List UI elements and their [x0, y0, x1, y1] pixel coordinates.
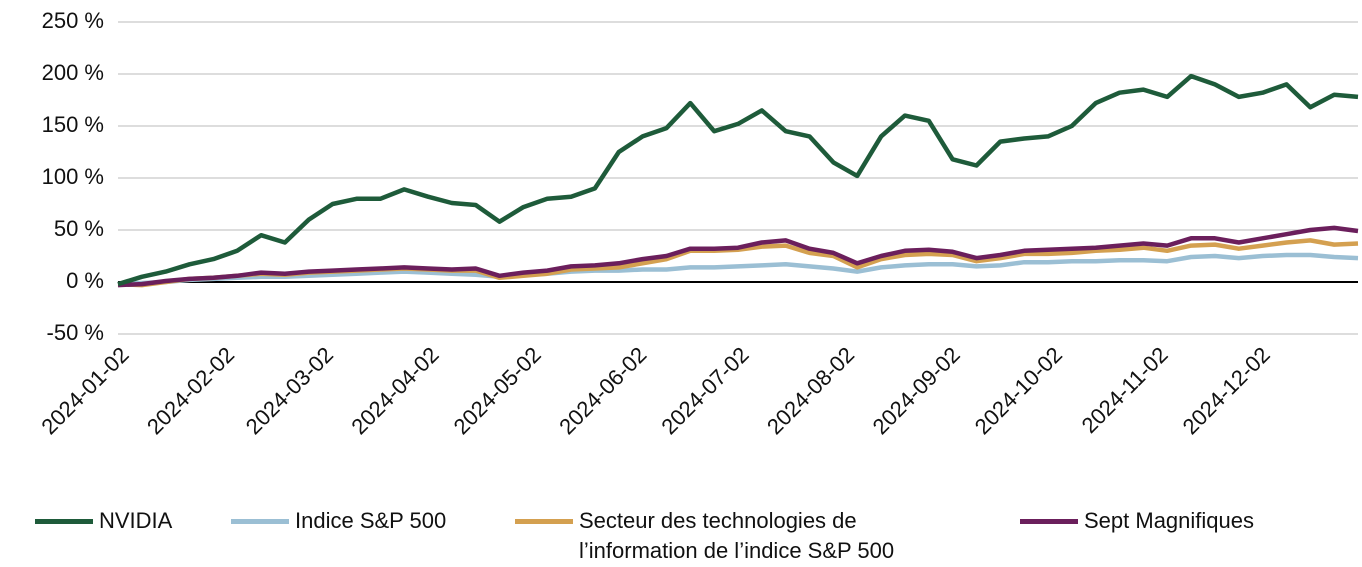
legend-label: Indice S&P 500	[295, 508, 447, 533]
legend-label: NVIDIA	[99, 508, 173, 533]
y-tick-label: 150 %	[42, 112, 104, 137]
legend-swatch	[35, 519, 93, 524]
x-tick-label: 2024-07-02	[656, 342, 753, 439]
y-tick-label: 50 %	[54, 216, 104, 241]
legend-swatch	[231, 519, 289, 524]
x-tick-label: 2024-10-02	[970, 342, 1067, 439]
series-line	[117, 225, 1359, 288]
y-tick-label: -50 %	[47, 320, 104, 345]
legend-item: Sept Magnifiques	[1020, 506, 1340, 536]
legend-item: Indice S&P 500	[231, 506, 491, 536]
y-tick-label: 0 %	[66, 268, 104, 293]
y-tick-label: 250 %	[42, 8, 104, 33]
x-tick-label: 2024-02-02	[142, 342, 239, 439]
x-tick-label: 2024-01-02	[36, 342, 133, 439]
chart: -50 % 0 % 50 % 100 % 150 % 200 % 250 % 2024-01-…	[36, 8, 1359, 439]
legend-item: NVIDIA	[35, 506, 215, 536]
legend: NVIDIA Indice S&P 500 Secteur des technolo…	[0, 506, 1362, 567]
legend-label: Secteur des technologies de l’informatio…	[579, 508, 895, 563]
x-tick-label: 2024-11-02	[1077, 342, 1173, 438]
legend-swatch	[515, 519, 573, 524]
x-tick-label: 2024-12-02	[1178, 342, 1275, 439]
x-tick-label: 2024-04-02	[346, 342, 443, 439]
x-tick-label: 2024-03-02	[241, 342, 338, 439]
y-tick-label: 200 %	[42, 60, 104, 85]
y-tick-label: 100 %	[42, 164, 104, 189]
legend-label: Sept Magnifiques	[1084, 508, 1254, 533]
series-line	[117, 252, 1359, 287]
x-tick-label: 2024-08-02	[762, 342, 859, 439]
legend-item: Secteur des technologies de l’informatio…	[515, 506, 945, 566]
legend-swatch	[1020, 519, 1078, 524]
x-tick-label: 2024-05-02	[449, 342, 546, 439]
series-line	[117, 73, 1359, 287]
x-tick-label: 2024-09-02	[868, 342, 965, 439]
x-tick-label: 2024-06-02	[554, 342, 651, 439]
